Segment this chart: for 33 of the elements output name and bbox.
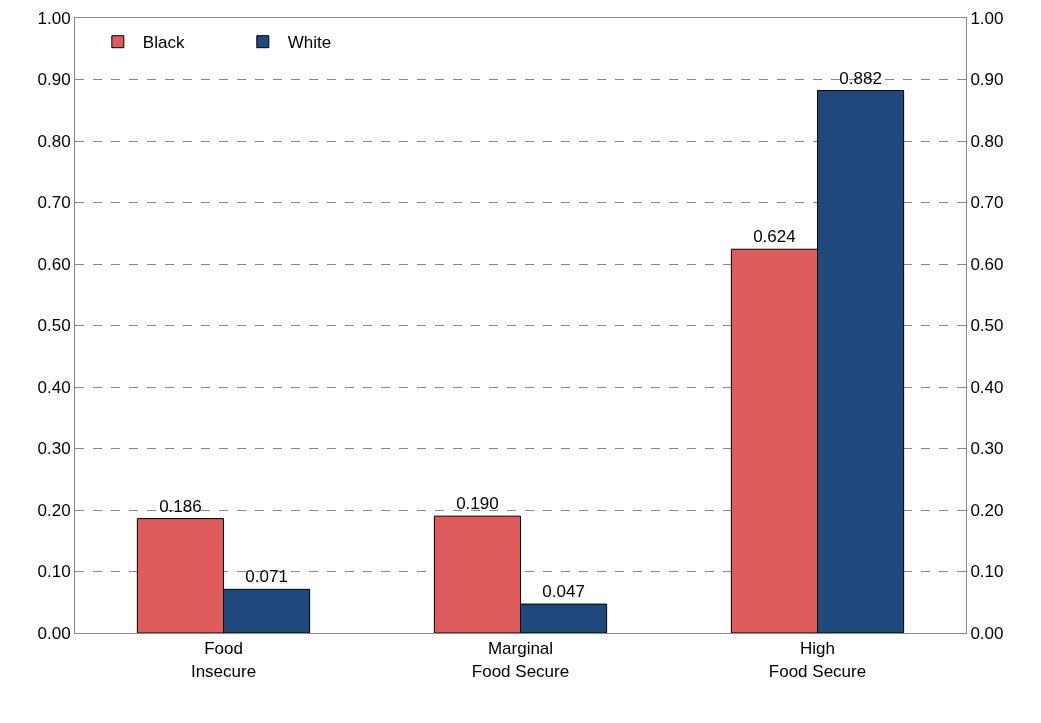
data-label: 0.882 [839, 68, 882, 88]
y-tick-label: 0.80 [37, 131, 71, 151]
y2-tick-label: 0.40 [970, 377, 1004, 397]
y2-tick-label: 0.70 [970, 193, 1004, 213]
y2-tick-label: 0.30 [970, 439, 1004, 459]
y-tick-label: 0.00 [37, 623, 71, 643]
data-label: 0.624 [753, 227, 796, 247]
y2-tick-label: 0.80 [970, 131, 1004, 151]
y2-tick-label: 0.60 [970, 254, 1004, 274]
y-tick-label: 0.50 [37, 316, 71, 336]
y2-tick-label: 0.50 [970, 316, 1004, 336]
x-tick-label: Marginal Food Secure [471, 639, 570, 681]
data-label: 0.071 [245, 567, 288, 587]
y-tick-label: 1.00 [37, 8, 71, 28]
y-tick-label: 0.90 [37, 70, 71, 90]
y-tick-label: 0.30 [37, 439, 71, 459]
legend-label: Black [142, 33, 185, 53]
data-label: 0.186 [159, 496, 202, 516]
x-tick-label: Food Insecure [190, 639, 257, 681]
data-label: 0.047 [542, 582, 585, 602]
x-tick-label: High Food Secure [768, 639, 867, 681]
legend-label: White [287, 33, 332, 53]
y2-tick-label: 0.90 [970, 70, 1004, 90]
y2-tick-label: 0.20 [970, 500, 1004, 520]
y-tick-label: 0.60 [37, 254, 71, 274]
y2-tick-label: 1.00 [970, 8, 1004, 28]
y-tick-label: 0.10 [37, 562, 71, 582]
data-label: 0.190 [456, 494, 499, 514]
y-tick-label: 0.40 [37, 377, 71, 397]
y-tick-label: 0.20 [37, 500, 71, 520]
y2-tick-label: 0.10 [970, 562, 1004, 582]
y-tick-label: 0.70 [37, 193, 71, 213]
y2-tick-label: 0.00 [970, 623, 1004, 643]
